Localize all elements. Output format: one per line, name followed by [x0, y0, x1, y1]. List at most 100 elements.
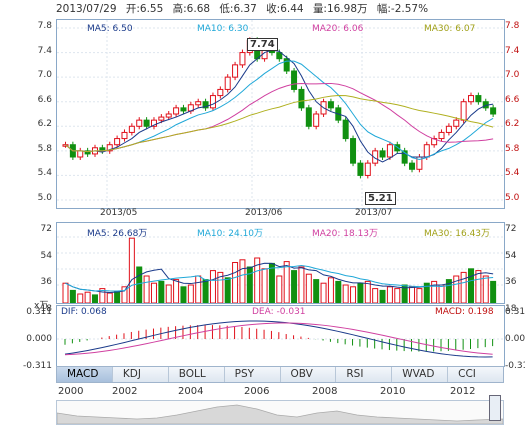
tab-wvad[interactable]: WVAD	[392, 367, 449, 382]
candle-body	[291, 70, 298, 90]
volume-bar	[165, 284, 172, 303]
volume-bar	[468, 268, 475, 303]
candle-body	[106, 144, 113, 152]
volume-chart-panel[interactable]: MA5: 26.68万 MA10: 24.10万 MA20: 18.13万 MA…	[56, 222, 505, 304]
y-tick-label: 0.000	[26, 334, 52, 344]
volume-y-axis-right: 72 54 36 18	[505, 222, 525, 314]
volume-bar	[475, 270, 482, 303]
volume-bar	[232, 262, 239, 303]
y-tick-label: 5.0	[505, 193, 520, 203]
candle-body	[298, 88, 305, 109]
year-2008[interactable]: 2008	[312, 386, 338, 397]
y-tick-label: 54	[40, 250, 52, 261]
volume-bar	[379, 289, 386, 303]
year-2004[interactable]: 2004	[178, 386, 204, 397]
overview-handle[interactable]	[489, 395, 501, 421]
candle-body	[173, 107, 180, 115]
year-2012[interactable]: 2012	[450, 386, 476, 397]
volume-bar	[342, 284, 349, 303]
volume-ma5-legend: MA5: 26.68万	[87, 229, 148, 239]
y-tick-label: 6.6	[505, 94, 520, 105]
volume-bar	[438, 284, 445, 303]
macd-y-axis-right: 0.311 0.000 -0.311	[505, 305, 525, 371]
macd-histogram-svg	[57, 320, 504, 358]
y-tick-label: 5.8	[505, 143, 520, 154]
tab-cci[interactable]: CCI	[448, 367, 503, 382]
tab-macd[interactable]: MACD	[57, 367, 113, 382]
y-tick-label: 72	[40, 224, 52, 234]
y-tick-label: 5.4	[505, 168, 520, 179]
price-x-tick-jul: 2013/07	[355, 208, 393, 218]
y-tick-label: -0.311	[505, 361, 525, 371]
volume-bar	[239, 259, 246, 303]
ma5-line	[65, 49, 494, 163]
volume-bar	[114, 290, 121, 303]
candle-body	[305, 107, 312, 127]
year-2006[interactable]: 2006	[244, 386, 270, 397]
volume-bar	[158, 280, 165, 303]
volume-bar	[195, 275, 202, 303]
candle-body	[342, 119, 349, 140]
candle-body	[232, 64, 239, 78]
y-tick-label: 6.2	[37, 119, 52, 130]
macd-chart-panel[interactable]: DIF: 0.068 DEA: -0.031 MACD: 0.198	[56, 305, 505, 367]
candle-body	[364, 162, 371, 176]
volume-bar	[187, 284, 194, 303]
volume-bar	[261, 268, 268, 303]
volume-bar	[320, 282, 327, 303]
volume-bar	[423, 282, 430, 303]
candle-body	[276, 52, 283, 60]
volume-bar	[394, 288, 401, 303]
tab-obv[interactable]: OBV	[280, 367, 337, 382]
candle-body	[165, 113, 172, 118]
ma30-line	[65, 94, 494, 153]
year-2002[interactable]: 2002	[112, 386, 138, 397]
tab-psy[interactable]: PSY	[224, 367, 281, 382]
candle-body	[136, 119, 143, 127]
y-tick-label: 5.4	[37, 168, 52, 179]
tab-kdj[interactable]: KDJ	[112, 367, 169, 382]
quote-low: 低:6.37	[219, 3, 257, 15]
volume-ma10-legend: MA10: 24.10万	[197, 229, 264, 239]
candle-body	[386, 144, 393, 158]
candle-body	[121, 131, 128, 140]
volume-bar	[209, 270, 216, 303]
price-chart-panel[interactable]: MA5: 6.50 MA10: 6.30 MA20: 6.06 MA30: 6.…	[56, 19, 505, 209]
candle-body	[224, 76, 231, 90]
history-overview-slider[interactable]	[56, 395, 504, 425]
volume-bar	[490, 280, 497, 303]
macd-dea-line	[64, 322, 493, 356]
volume-bar	[143, 275, 150, 303]
candle-body	[372, 150, 379, 164]
candle-body	[209, 95, 216, 109]
volume-bar	[173, 279, 180, 303]
volume-bar	[335, 280, 342, 303]
y-tick-label: 7.0	[505, 70, 520, 81]
volume-bar	[69, 289, 76, 303]
volume-bar	[482, 275, 489, 303]
volume-bar	[254, 257, 261, 303]
candle-body	[217, 88, 224, 97]
year-2010[interactable]: 2010	[380, 386, 406, 397]
candle-body	[283, 58, 290, 72]
candle-body	[202, 101, 209, 109]
candle-body	[490, 107, 497, 115]
price-high-callout: 7.74	[247, 38, 278, 51]
volume-bar	[150, 282, 157, 303]
volume-bar	[224, 277, 231, 303]
year-2000[interactable]: 2000	[58, 386, 84, 397]
tab-boll[interactable]: BOLL	[168, 367, 225, 382]
volume-bar	[283, 261, 290, 303]
candle-body	[475, 95, 482, 103]
price-ma10-legend: MA10: 6.30	[197, 24, 249, 34]
quote-change: 幅:-2.57%	[376, 3, 429, 15]
volume-bar	[121, 286, 128, 303]
volume-bar	[202, 279, 209, 303]
tab-rsi[interactable]: RSI	[336, 367, 393, 382]
candle-body	[239, 52, 246, 66]
candle-body	[313, 113, 320, 127]
quote-high: 高:6.68	[172, 3, 211, 15]
macd-dea-legend: DEA: -0.031	[252, 307, 306, 317]
y-tick-label: 7.4	[505, 45, 520, 56]
volume-bars-svg	[57, 236, 504, 303]
